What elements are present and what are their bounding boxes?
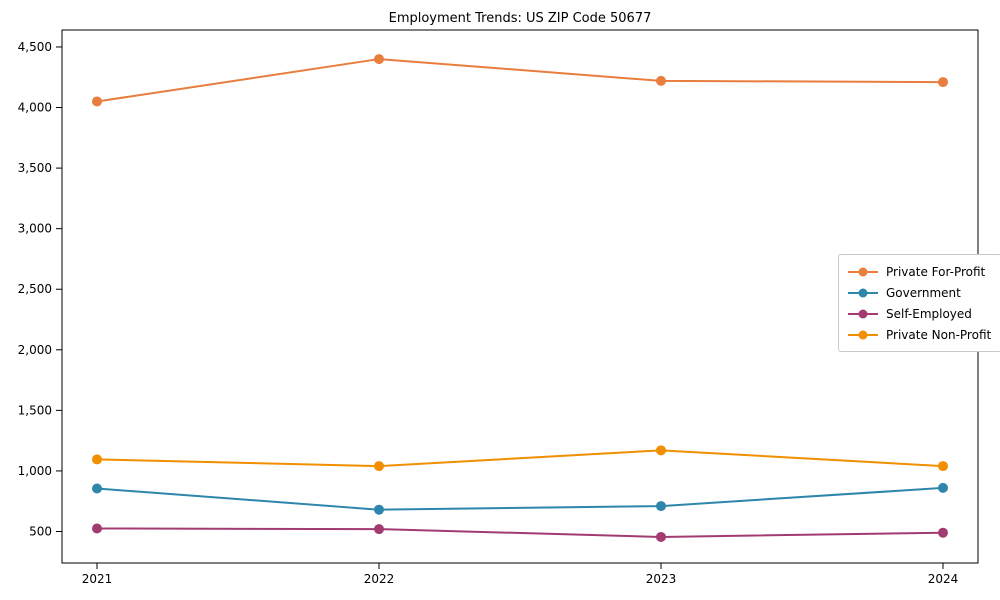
data-point-self-employed-2021: [92, 523, 102, 534]
legend-item-self-employed: Self-Employed: [848, 303, 991, 324]
legend-line-marker-icon: [848, 330, 878, 339]
legend-item-government: Government: [848, 282, 991, 303]
series-line-private-for-profit: [96, 58, 944, 103]
legend-line-marker-icon: [848, 309, 878, 318]
y-tick-label: 4,500: [18, 40, 52, 54]
data-point-private-non-profit-2023: [656, 445, 666, 456]
legend-dot-icon: [858, 330, 868, 339]
legend-item-private-non-profit: Private Non-Profit: [848, 324, 991, 345]
data-point-self-employed-2023: [656, 531, 666, 542]
y-tick-label: 4,000: [18, 101, 52, 115]
data-point-self-employed-2024: [938, 527, 948, 538]
series-line-self-employed: [96, 527, 944, 538]
data-point-private-for-profit-2024: [938, 77, 948, 88]
data-point-government-2023: [656, 501, 666, 512]
y-tick-label: 500: [29, 525, 52, 539]
legend-label: Self-Employed: [886, 306, 972, 321]
legend-dot-icon: [858, 288, 868, 297]
chart-title: Employment Trends: US ZIP Code 50677: [388, 11, 652, 26]
legend-line-marker-icon: [848, 288, 878, 297]
y-tick-label: 1,500: [18, 403, 52, 417]
data-point-self-employed-2022: [374, 524, 384, 535]
legend-line-marker-icon: [848, 267, 878, 276]
data-point-government-2021: [92, 483, 102, 494]
data-point-private-for-profit-2023: [656, 75, 666, 86]
data-point-government-2024: [938, 482, 948, 493]
legend-label: Private For-Profit: [886, 264, 986, 279]
data-point-private-non-profit-2022: [374, 461, 384, 472]
legend-label: Government: [886, 285, 961, 300]
data-point-private-non-profit-2021: [92, 454, 102, 465]
y-tick-label: 3,500: [18, 161, 52, 175]
series-line-government: [96, 486, 944, 511]
legend-dot-icon: [858, 267, 868, 276]
legend-item-private-for-profit: Private For-Profit: [848, 261, 991, 282]
series-line-private-non-profit: [96, 449, 944, 468]
x-tick-label: 2022: [364, 572, 395, 586]
data-point-private-for-profit-2021: [92, 96, 102, 107]
legend-dot-icon: [858, 309, 868, 318]
y-tick-label: 2,000: [18, 343, 52, 357]
x-tick-label: 2024: [928, 572, 959, 586]
y-tick-label: 2,500: [18, 282, 52, 296]
data-point-private-for-profit-2022: [374, 54, 384, 65]
data-point-private-non-profit-2024: [938, 461, 948, 472]
legend: Private For-Profit Government Self-Employe…: [838, 254, 1000, 352]
x-tick-label: 2021: [82, 572, 113, 586]
legend-label: Private Non-Profit: [886, 327, 992, 342]
y-tick-label: 1,000: [18, 464, 52, 478]
y-tick-label: 3,000: [18, 222, 52, 236]
x-tick-label: 2023: [646, 572, 677, 586]
data-point-government-2022: [374, 504, 384, 515]
